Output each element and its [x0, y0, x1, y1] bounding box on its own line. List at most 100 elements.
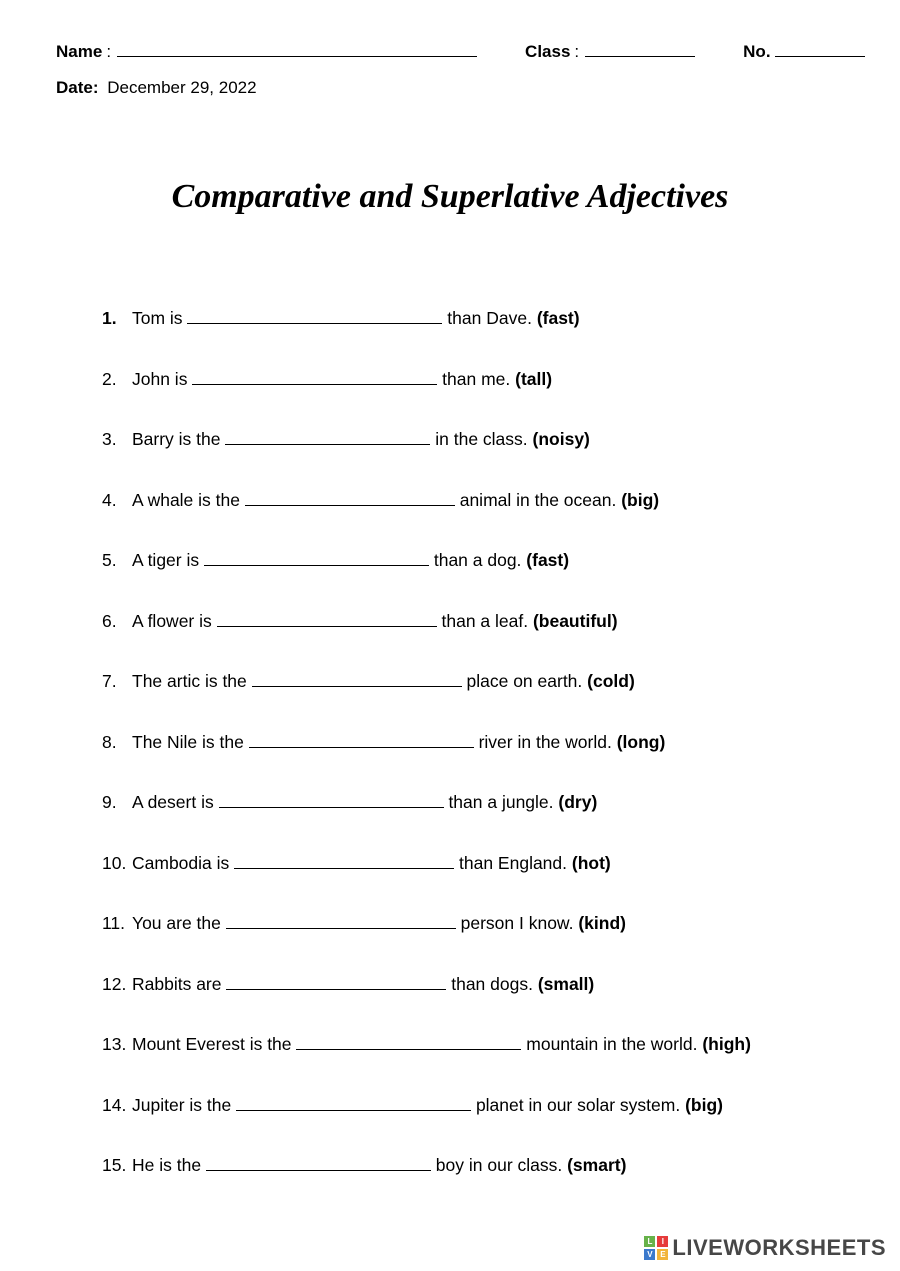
question-text-before: Barry is the: [132, 429, 225, 449]
watermark-square: V: [644, 1249, 655, 1260]
answer-blank[interactable]: [245, 488, 455, 506]
colon: :: [106, 42, 111, 62]
question-row: 1.Tom is than Dave. (fast): [102, 306, 844, 331]
name-field-group: Name:: [56, 40, 477, 62]
question-hint: (hot): [572, 853, 611, 873]
question-number: 4.: [102, 488, 132, 513]
question-number: 3.: [102, 427, 132, 452]
question-row: 14. Jupiter is the planet in our solar s…: [102, 1093, 844, 1118]
answer-blank[interactable]: [249, 730, 474, 748]
class-input-line[interactable]: [585, 40, 695, 57]
question-number: 1.: [102, 306, 132, 331]
question-text: Tom is than Dave. (fast): [132, 306, 580, 331]
answer-blank[interactable]: [296, 1033, 521, 1051]
question-row: 11.You are the person I know. (kind): [102, 911, 844, 936]
answer-blank[interactable]: [217, 609, 437, 627]
question-text-before: A desert is: [132, 792, 219, 812]
question-text-after: place on earth.: [462, 671, 588, 691]
name-label: Name: [56, 42, 102, 62]
liveworksheets-watermark: LIVE LIVEWORKSHEETS: [644, 1235, 886, 1261]
question-row: 3.Barry is the in the class. (noisy): [102, 427, 844, 452]
question-row: 15. He is the boy in our class. (smart): [102, 1153, 844, 1178]
no-input-line[interactable]: [775, 40, 865, 57]
watermark-square: E: [657, 1249, 668, 1260]
question-text-before: Tom is: [132, 308, 187, 328]
questions-list: 1.Tom is than Dave. (fast) 2.John is than…: [56, 306, 844, 1178]
question-number: 15.: [102, 1153, 132, 1178]
answer-blank[interactable]: [252, 670, 462, 688]
answer-blank[interactable]: [187, 307, 442, 325]
name-input-line[interactable]: [117, 40, 477, 57]
question-number: 12.: [102, 972, 132, 997]
question-text: Jupiter is the planet in our solar syste…: [132, 1093, 723, 1118]
question-text-after: boy in our class.: [431, 1155, 567, 1175]
question-number: 2.: [102, 367, 132, 392]
watermark-square: I: [657, 1236, 668, 1247]
question-text-after: planet in our solar system.: [471, 1095, 685, 1115]
question-text-before: Jupiter is the: [132, 1095, 236, 1115]
answer-blank[interactable]: [226, 912, 456, 930]
question-row: 10.Cambodia is than England. (hot): [102, 851, 844, 876]
question-hint: (kind): [578, 913, 626, 933]
answer-blank[interactable]: [226, 972, 446, 990]
question-text: A desert is than a jungle. (dry): [132, 790, 597, 815]
question-text: Mount Everest is the mountain in the wor…: [132, 1032, 751, 1057]
question-text-before: A whale is the: [132, 490, 245, 510]
worksheet-page: Name: Class: No. Date: December 29, 2022…: [0, 0, 900, 1178]
question-text: Barry is the in the class. (noisy): [132, 427, 590, 452]
question-row: 12.Rabbits are than dogs. (small): [102, 972, 844, 997]
question-text-after: than England.: [454, 853, 572, 873]
question-hint: (beautiful): [533, 611, 618, 631]
question-number: 11.: [102, 911, 132, 936]
watermark-square: L: [644, 1236, 655, 1247]
question-hint: (fast): [537, 308, 580, 328]
question-text-before: A flower is: [132, 611, 217, 631]
answer-blank[interactable]: [225, 428, 430, 446]
colon: :: [574, 42, 579, 62]
question-text-before: The artic is the: [132, 671, 252, 691]
question-text-after: than a leaf.: [437, 611, 533, 631]
question-text: John is than me. (tall): [132, 367, 552, 392]
question-text: A whale is the animal in the ocean. (big…: [132, 488, 659, 513]
question-text-before: John is: [132, 369, 192, 389]
question-text-before: A tiger is: [132, 550, 204, 570]
question-row: 2.John is than me. (tall): [102, 367, 844, 392]
question-number: 9.: [102, 790, 132, 815]
question-text: Rabbits are than dogs. (small): [132, 972, 594, 997]
question-hint: (high): [702, 1034, 751, 1054]
watermark-text-live: LIVE: [672, 1235, 723, 1260]
question-number: 6.: [102, 609, 132, 634]
question-text-after: than a dog.: [429, 550, 526, 570]
question-hint: (smart): [567, 1155, 626, 1175]
question-row: 6.A flower is than a leaf. (beautiful): [102, 609, 844, 634]
question-text-after: than Dave.: [442, 308, 536, 328]
header-row-1: Name: Class: No.: [56, 40, 844, 62]
answer-blank[interactable]: [234, 851, 454, 869]
answer-blank[interactable]: [206, 1154, 431, 1172]
question-hint: (tall): [515, 369, 552, 389]
header-row-2: Date: December 29, 2022: [56, 78, 844, 98]
question-number: 7.: [102, 669, 132, 694]
question-number: 10.: [102, 851, 132, 876]
question-text-before: The Nile is the: [132, 732, 249, 752]
question-hint: (long): [617, 732, 666, 752]
question-text-after: in the class.: [430, 429, 532, 449]
answer-blank[interactable]: [204, 549, 429, 567]
question-text: Cambodia is than England. (hot): [132, 851, 611, 876]
question-text-after: person I know.: [456, 913, 579, 933]
question-text-before: He is the: [132, 1155, 206, 1175]
answer-blank[interactable]: [219, 791, 444, 809]
question-row: 9.A desert is than a jungle. (dry): [102, 790, 844, 815]
question-hint: (noisy): [533, 429, 590, 449]
question-number: 13.: [102, 1032, 132, 1057]
question-hint: (cold): [587, 671, 635, 691]
answer-blank[interactable]: [192, 367, 437, 385]
question-text-before: Rabbits are: [132, 974, 226, 994]
question-hint: (fast): [526, 550, 569, 570]
question-text: He is the boy in our class. (smart): [132, 1153, 626, 1178]
question-row: 4.A whale is the animal in the ocean. (b…: [102, 488, 844, 513]
question-hint: (big): [685, 1095, 723, 1115]
no-label: No.: [743, 42, 770, 62]
question-text: A flower is than a leaf. (beautiful): [132, 609, 618, 634]
answer-blank[interactable]: [236, 1093, 471, 1111]
